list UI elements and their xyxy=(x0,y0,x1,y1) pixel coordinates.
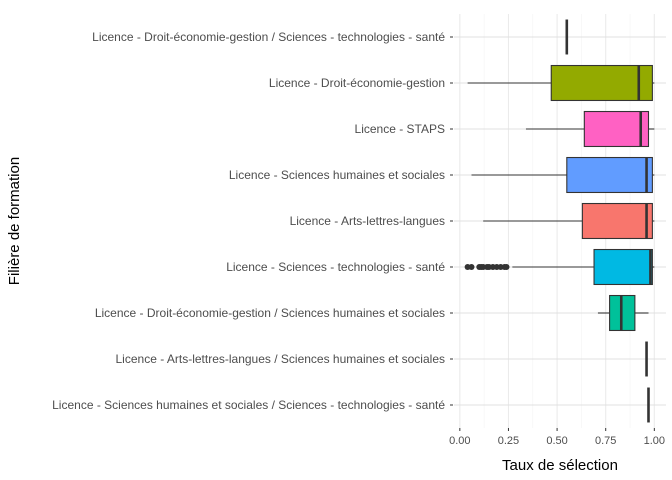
category-label: Licence - Arts-lettres-langues / Science… xyxy=(116,352,446,366)
category-label: Licence - Sciences humaines et sociales xyxy=(229,168,445,182)
category-label: Licence - STAPS xyxy=(355,122,445,136)
category-label: Licence - Sciences humaines et sociales … xyxy=(52,398,445,412)
category-label: Licence - Droit-économie-gestion / Scien… xyxy=(95,306,445,320)
x-axis-title: Taux de sélection xyxy=(502,457,618,474)
boxes xyxy=(464,19,655,423)
box xyxy=(583,110,650,148)
x-tick-label: 0.75 xyxy=(595,435,616,447)
category-label: Licence - Sciences - technologies - sant… xyxy=(226,260,445,274)
outlier-point xyxy=(503,264,510,270)
box-group xyxy=(471,156,655,194)
box-group xyxy=(464,248,655,286)
box xyxy=(593,248,653,286)
box-group xyxy=(467,64,655,102)
y-axis-title: Filière de formation xyxy=(6,157,23,285)
box xyxy=(566,156,653,194)
x-tick-label: 1.00 xyxy=(644,435,665,447)
category-label: Licence - Arts-lettres-langues xyxy=(290,214,445,228)
category-label: Licence - Droit-économie-gestion / Scien… xyxy=(92,30,445,44)
box-group xyxy=(483,202,655,240)
category-label: Licence - Droit-économie-gestion xyxy=(269,76,445,90)
box-group xyxy=(525,110,655,148)
x-tick-label: 0.25 xyxy=(498,435,519,447)
category-labels: Licence - Droit-économie-gestion / Scien… xyxy=(52,30,453,412)
x-tick-label: 0.00 xyxy=(449,435,470,447)
box xyxy=(550,64,653,102)
x-axis-ticks: 0.00 0.25 0.50 0.75 1.00 xyxy=(449,428,665,447)
box xyxy=(581,202,653,240)
x-tick-label: 0.50 xyxy=(546,435,567,447)
outlier-point xyxy=(468,264,475,270)
box-group xyxy=(597,294,649,332)
